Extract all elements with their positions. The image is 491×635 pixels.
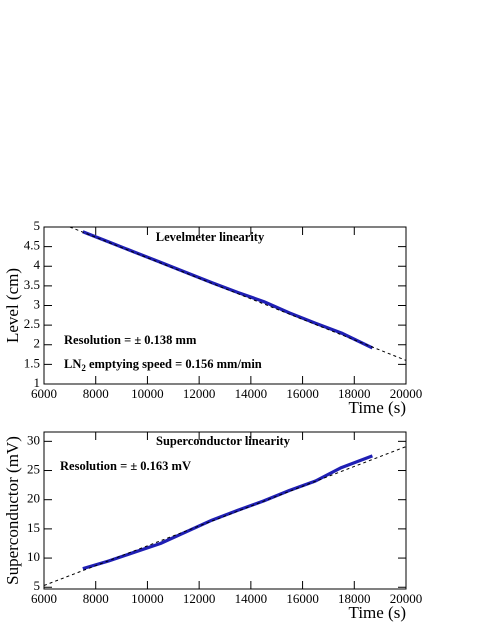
x-tick-label: 12000 — [183, 386, 216, 401]
annotation-subscript: 2 — [81, 363, 86, 373]
x-tick-label: 8000 — [83, 386, 109, 401]
plot-frame — [43, 431, 407, 590]
annotation-text: Resolution = ± 0.163 mV — [60, 459, 191, 473]
x-tick-label: 6000 — [31, 591, 57, 606]
y-tick-label: 3.5 — [24, 277, 40, 292]
y-tick-label: 3 — [34, 296, 41, 311]
x-tick-label: 10000 — [131, 386, 164, 401]
fit-line — [43, 446, 407, 586]
data-line — [82, 454, 373, 571]
x-tick-label: 16000 — [286, 386, 319, 401]
fit-line — [69, 226, 407, 361]
data-line — [82, 230, 374, 350]
x-axis-label: Time (s) — [349, 603, 406, 622]
annotation-text: Resolution = ± 0.138 mm — [64, 333, 197, 347]
x-tick-label: 14000 — [235, 591, 268, 606]
x-axis-label: Time (s) — [349, 398, 406, 417]
y-tick-label: 2.5 — [24, 316, 40, 331]
annotation: Resolution = ± 0.163 mV — [60, 459, 191, 473]
panel: 6000 8000 10000 12000 14000 16000 18000 20000 1 1… — [3, 218, 422, 417]
annotation-text: emptying speed = 0.156 mm/min — [86, 357, 262, 371]
annotation: Superconductor linearity — [156, 434, 291, 448]
y-tick-label: 20 — [27, 491, 40, 506]
x-tick-label: 12000 — [183, 591, 216, 606]
x-tick-label: 6000 — [31, 386, 57, 401]
annotation: Levelmeter linearity — [156, 230, 265, 244]
y-tick-label: 5 — [34, 218, 41, 233]
y-axis-label: Superconductor (mV) — [3, 436, 22, 585]
y-tick-label: 1.5 — [24, 355, 40, 370]
annotation: Resolution = ± 0.138 mm — [64, 333, 197, 347]
y-tick-label: 4.5 — [24, 238, 40, 253]
y-tick-label: 4 — [34, 257, 41, 272]
y-tick-label: 1 — [34, 375, 41, 390]
x-tick-label: 10000 — [131, 591, 164, 606]
y-tick-label: 5 — [34, 578, 41, 593]
x-tick-label: 16000 — [286, 591, 319, 606]
y-tick-label: 30 — [27, 432, 40, 447]
y-tick-label: 25 — [27, 462, 40, 477]
x-tick-label: 18000 — [338, 591, 371, 606]
x-tick-label: 20000 — [390, 591, 423, 606]
x-tick-label: 18000 — [338, 386, 371, 401]
annotation: LN2 emptying speed = 0.156 mm/min — [64, 357, 262, 373]
x-tick-label: 14000 — [235, 386, 268, 401]
y-axis-label: Level (cm) — [3, 268, 22, 343]
y-tick-label: 15 — [27, 520, 40, 535]
y-tick-label: 10 — [27, 549, 40, 564]
annotation-text: Superconductor linearity — [156, 434, 291, 448]
y-tick-label: 2 — [34, 336, 41, 351]
panel: 6000 8000 10000 12000 14000 16000 18000 20000 5 1… — [3, 431, 423, 622]
x-tick-label: 20000 — [390, 386, 423, 401]
annotation-text: Levelmeter linearity — [156, 230, 265, 244]
x-tick-label: 8000 — [83, 591, 109, 606]
annotation-text: LN — [64, 357, 81, 371]
